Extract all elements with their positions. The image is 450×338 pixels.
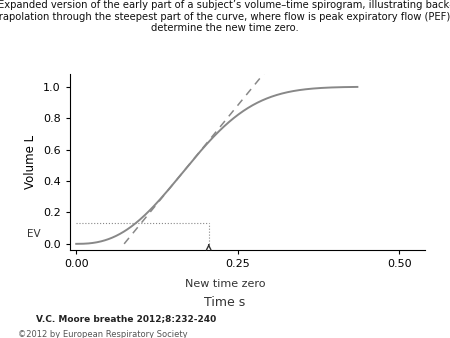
- Text: EV: EV: [27, 228, 40, 239]
- Text: ©2012 by European Respiratory Society: ©2012 by European Respiratory Society: [18, 330, 188, 338]
- Text: Time s: Time s: [204, 296, 246, 309]
- Text: V.C. Moore breathe 2012;8:232-240: V.C. Moore breathe 2012;8:232-240: [36, 314, 216, 323]
- Text: Expanded version of the early part of a subject’s volume–time spirogram, illustr: Expanded version of the early part of a …: [0, 0, 450, 33]
- Y-axis label: Volume L: Volume L: [24, 135, 37, 189]
- Text: New time zero: New time zero: [185, 279, 265, 289]
